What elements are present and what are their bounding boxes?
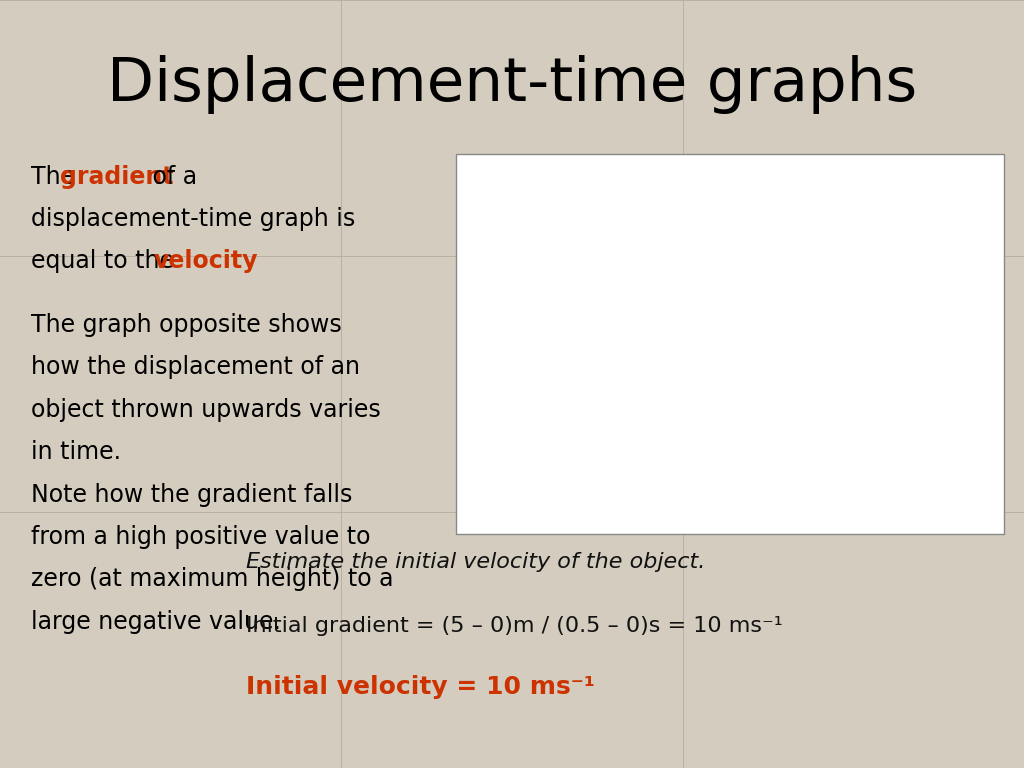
- Text: large negative value.: large negative value.: [31, 610, 281, 634]
- Point: [770, 278, 786, 290]
- Text: how the displacement of an: how the displacement of an: [31, 356, 359, 379]
- Text: The: The: [31, 164, 82, 189]
- X-axis label: time/s: time/s: [725, 515, 780, 533]
- Text: zero (at maximum height) to a: zero (at maximum height) to a: [31, 568, 393, 591]
- Text: Note how the gradient falls: Note how the gradient falls: [31, 482, 352, 507]
- Text: displacement/m: displacement/m: [477, 166, 623, 184]
- Text: gradient: gradient: [60, 164, 173, 189]
- Point: [854, 455, 870, 467]
- Text: displacement-time graph is: displacement-time graph is: [31, 207, 355, 231]
- Text: Estimate the initial velocity of the object.: Estimate the initial velocity of the obj…: [246, 551, 706, 571]
- Text: velocity: velocity: [154, 250, 258, 273]
- Point: [601, 278, 617, 290]
- Text: in time.: in time.: [31, 440, 121, 464]
- Point: [686, 219, 702, 231]
- Text: Initial gradient = (5 – 0)m / (0.5 – 0)s = 10 ms⁻¹: Initial gradient = (5 – 0)m / (0.5 – 0)s…: [246, 616, 782, 636]
- Text: Initial velocity = 10 ms⁻¹: Initial velocity = 10 ms⁻¹: [246, 674, 595, 699]
- Text: object thrown upwards varies: object thrown upwards varies: [31, 398, 381, 422]
- Text: of a: of a: [144, 164, 197, 189]
- Text: The graph opposite shows: The graph opposite shows: [31, 313, 341, 337]
- Text: equal to the: equal to the: [31, 250, 181, 273]
- Text: Displacement-time graphs: Displacement-time graphs: [106, 55, 918, 114]
- Text: from a high positive value to: from a high positive value to: [31, 525, 371, 549]
